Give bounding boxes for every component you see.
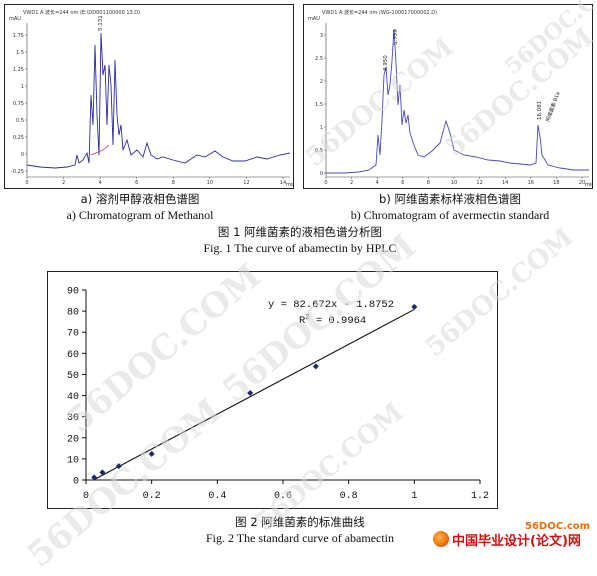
x-tick-label: 1.2 bbox=[471, 491, 489, 502]
panel-b-caption-en: b) Chromatogram of avermectin standard bbox=[350, 208, 550, 222]
standard-curve-panel: 0 10 20 30 40 50 60 70 80 90 0 0.2 0.4 0.6 0.8 1 1.2 y =… bbox=[47, 271, 498, 509]
trendline bbox=[93, 308, 415, 481]
site-domain-label: 56DOC.com bbox=[525, 521, 591, 532]
x-tick-label: 0 bbox=[324, 180, 327, 186]
x-tick-label: 1 bbox=[411, 491, 417, 502]
x-tick-label: 10 bbox=[207, 180, 213, 186]
x-tick-label: 20 bbox=[579, 180, 585, 186]
x-tick-label: 12 bbox=[476, 180, 482, 186]
x-tick-label: 4 bbox=[376, 180, 379, 186]
data-point bbox=[411, 303, 418, 310]
x-tick-label: 8 bbox=[172, 180, 175, 186]
y-tick-label: 2.5 bbox=[315, 56, 323, 62]
figure2-caption-en: Fig. 2 The standard curve of abamectin bbox=[205, 531, 395, 545]
y-tick-label: 20 bbox=[67, 434, 79, 445]
y-tick-label: 1 bbox=[320, 125, 323, 131]
panel-a-caption-zh: a) 溶剂甲醇液相色谱图 bbox=[80, 192, 200, 206]
x-tick-label: 6 bbox=[401, 180, 404, 186]
y-tick-label: 1.25 bbox=[13, 67, 24, 73]
peak-label-5-739: 5.739 bbox=[393, 29, 399, 45]
china-logo-icon bbox=[433, 531, 449, 547]
chromatogram-methanol: VWD1 A 波长=244 nm (E:\DD001100000 13.D) m… bbox=[9, 9, 293, 188]
methanol-trace bbox=[26, 32, 291, 169]
figure1-caption-en: Fig. 1 The curve of abamectin by HPLC bbox=[203, 241, 397, 255]
data-point bbox=[99, 469, 106, 476]
y-tick-label: 10 bbox=[67, 455, 79, 466]
y-tick-label: 1.75 bbox=[13, 33, 24, 39]
data-point bbox=[115, 463, 122, 470]
panel-a-header: VWD1 A 波长=244 nm (E:\DD001100000 13.D) bbox=[23, 9, 140, 16]
r-squared-label: R2 = 0.9964 bbox=[299, 314, 366, 327]
panel-a-x-unit: min bbox=[286, 182, 293, 188]
y-tick-label: 1.5 bbox=[315, 102, 323, 108]
y-tick-label: -0.25 bbox=[11, 169, 24, 175]
panel-b-caption-zh: b) 阿维菌素标样液相色谱图 bbox=[379, 192, 521, 206]
y-tick-label: 2 bbox=[320, 79, 323, 85]
x-tick-label: 0.2 bbox=[143, 491, 161, 502]
logo-text: 中国毕业设计(论文)网 bbox=[452, 534, 581, 549]
x-tick-label: 16 bbox=[528, 180, 534, 186]
y-tick-label: 0.75 bbox=[13, 101, 24, 107]
y-tick-label: 70 bbox=[67, 329, 79, 340]
trendline-equation: y = 82.672x - 1.8752 bbox=[268, 299, 394, 311]
y-tick-label: 1.5 bbox=[16, 50, 24, 56]
y-tick-label: 0 bbox=[73, 477, 79, 488]
x-tick-label: 14 bbox=[502, 180, 508, 186]
chromatogram-methanol-panel: VWD1 A 波长=244 nm (E:\DD001100000 13.D) m… bbox=[4, 4, 294, 189]
figure2-caption-zh: 图 2 阿维菌素的标准曲线 bbox=[235, 515, 365, 529]
panel-a-y-unit: mAU bbox=[9, 16, 21, 22]
peak-label-4-950: 4.950 bbox=[383, 55, 389, 71]
panel-b-x-unit: min bbox=[585, 182, 592, 188]
y-tick-label: 3 bbox=[320, 33, 323, 39]
y-tick-label: 0 bbox=[21, 152, 24, 158]
x-tick-label: 2 bbox=[350, 180, 353, 186]
data-point bbox=[148, 450, 155, 457]
peak-label-avermectin-b1a: 阿维菌素 B1a bbox=[544, 91, 561, 123]
peak-label-5-131: 5.131 bbox=[98, 15, 104, 31]
chromatogram-avermectin-standard: VWD1 A 波长=244 nm (WG-100017000002.D) mAU… bbox=[308, 9, 592, 188]
x-tick-label: 6 bbox=[135, 180, 138, 186]
x-tick-label: 0 bbox=[25, 180, 28, 186]
standard-trace bbox=[326, 28, 589, 174]
figure1-caption-zh: 图 1 阿维菌素的液相色谱分析图 bbox=[217, 225, 383, 239]
standard-curve-chart: 0 10 20 30 40 50 60 70 80 90 0 0.2 0.4 0.6 0.8 1 1.2 y =… bbox=[67, 287, 489, 503]
x-tick-label: 4 bbox=[99, 180, 102, 186]
peak-label-16-081: 16.081 bbox=[537, 101, 543, 120]
y-tick-label: 0.5 bbox=[315, 148, 323, 154]
chromatogram-standard-panel: VWD1 A 波长=244 nm (WG-100017000002.D) mAU… bbox=[303, 4, 593, 189]
x-tick-label: 0 bbox=[83, 491, 89, 502]
x-tick-label: 0.8 bbox=[340, 491, 358, 502]
y-tick-label: 0.5 bbox=[16, 118, 24, 124]
y-tick-label: 50 bbox=[67, 371, 79, 382]
x-tick-label: 2 bbox=[62, 180, 65, 186]
x-tick-label: 0.6 bbox=[274, 491, 292, 502]
x-tick-label: 0.4 bbox=[208, 491, 226, 502]
data-point bbox=[91, 474, 98, 481]
x-tick-label: 10 bbox=[451, 180, 457, 186]
data-point bbox=[312, 363, 319, 370]
panel-b-y-unit: mAU bbox=[308, 16, 320, 22]
y-tick-label: 90 bbox=[67, 287, 79, 298]
y-tick-label: 60 bbox=[67, 350, 79, 361]
y-tick-label: 30 bbox=[67, 413, 79, 424]
y-tick-label: 40 bbox=[67, 392, 79, 403]
x-tick-label: 12 bbox=[243, 180, 249, 186]
panel-a-caption-en: a) Chromatogram of Methanol bbox=[66, 208, 214, 222]
panel-b-header: VWD1 A 波长=244 nm (WG-100017000002.D) bbox=[322, 9, 437, 16]
x-tick-label: 14 bbox=[280, 180, 286, 186]
y-tick-label: 0 bbox=[320, 171, 323, 177]
y-tick-label: 80 bbox=[67, 308, 79, 319]
x-tick-label: 18 bbox=[553, 180, 559, 186]
data-point bbox=[247, 390, 254, 397]
y-tick-label: 0.25 bbox=[13, 135, 24, 141]
x-tick-label: 8 bbox=[427, 180, 430, 186]
y-tick-label: 1 bbox=[21, 84, 24, 90]
